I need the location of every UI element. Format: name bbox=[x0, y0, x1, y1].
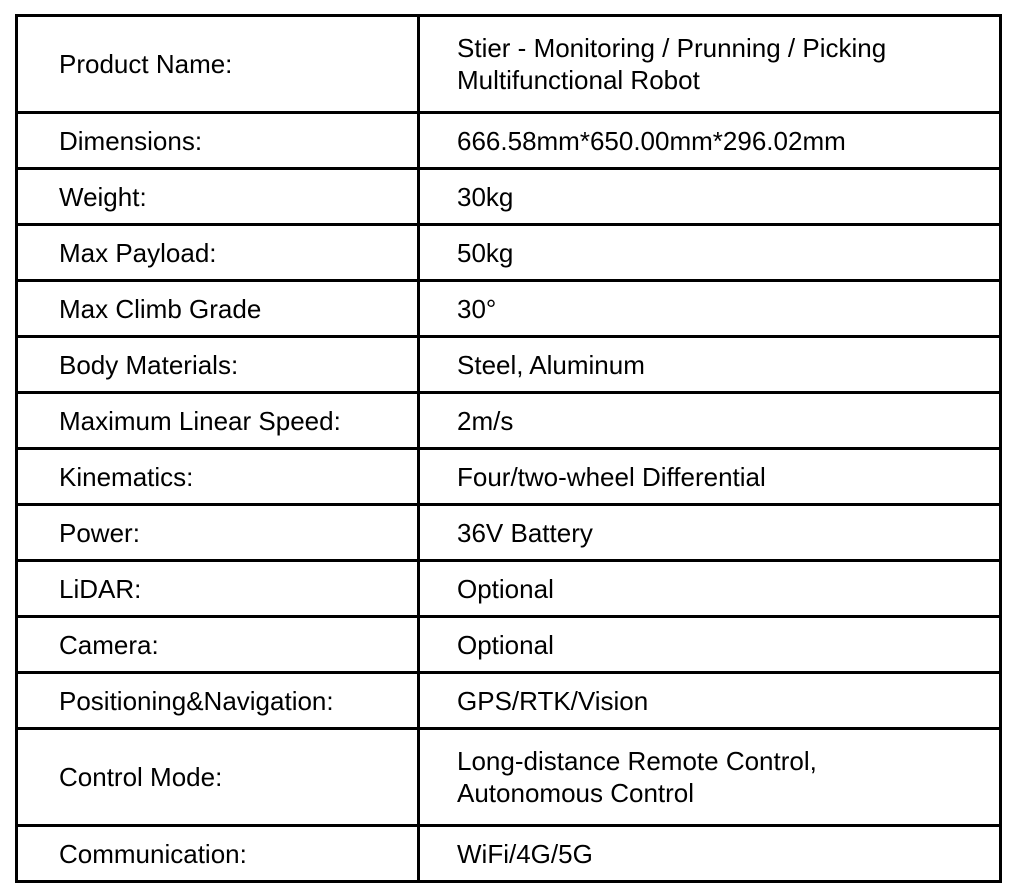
spec-value-power: 36V Battery bbox=[417, 503, 1002, 562]
spec-value-kinematics: Four/two-wheel Differential bbox=[417, 447, 1002, 506]
spec-value-control-mode: Long-distance Remote Control, Autonomous… bbox=[417, 727, 1002, 827]
spec-label-power: Power: bbox=[15, 503, 420, 562]
spec-label-kinematics: Kinematics: bbox=[15, 447, 420, 506]
spec-value-body-materials: Steel, Aluminum bbox=[417, 335, 1002, 394]
spec-value-lidar: Optional bbox=[417, 559, 1002, 618]
row-power: Power: 36V Battery bbox=[15, 503, 1002, 562]
spec-value-max-payload: 50kg bbox=[417, 223, 1002, 282]
row-weight: Weight: 30kg bbox=[15, 167, 1002, 226]
spec-value-communication: WiFi/4G/5G bbox=[417, 824, 1002, 883]
spec-label-max-climb-grade: Max Climb Grade bbox=[15, 279, 420, 338]
spec-label-dimensions: Dimensions: bbox=[15, 111, 420, 170]
row-body-materials: Body Materials: Steel, Aluminum bbox=[15, 335, 1002, 394]
row-control-mode: Control Mode: Long-distance Remote Contr… bbox=[15, 727, 1002, 827]
spec-label-camera: Camera: bbox=[15, 615, 420, 674]
spec-label-maximum-linear-speed: Maximum Linear Speed: bbox=[15, 391, 420, 450]
row-product-name: Product Name: Stier - Monitoring / Prunn… bbox=[15, 14, 1002, 114]
spec-label-lidar: LiDAR: bbox=[15, 559, 420, 618]
row-positioning-navigation: Positioning&Navigation: GPS/RTK/Vision bbox=[15, 671, 1002, 730]
spec-value-dimensions: 666.58mm*650.00mm*296.02mm bbox=[417, 111, 1002, 170]
row-dimensions: Dimensions: 666.58mm*650.00mm*296.02mm bbox=[15, 111, 1002, 170]
spec-label-body-materials: Body Materials: bbox=[15, 335, 420, 394]
row-kinematics: Kinematics: Four/two-wheel Differential bbox=[15, 447, 1002, 506]
spec-label-max-payload: Max Payload: bbox=[15, 223, 420, 282]
spec-label-weight: Weight: bbox=[15, 167, 420, 226]
spec-label-positioning-navigation: Positioning&Navigation: bbox=[15, 671, 420, 730]
spec-label-product-name: Product Name: bbox=[15, 14, 420, 114]
spec-table-body: Product Name: Stier - Monitoring / Prunn… bbox=[15, 14, 1002, 883]
spec-value-positioning-navigation: GPS/RTK/Vision bbox=[417, 671, 1002, 730]
row-maximum-linear-speed: Maximum Linear Speed: 2m/s bbox=[15, 391, 1002, 450]
row-max-climb-grade: Max Climb Grade 30° bbox=[15, 279, 1002, 338]
product-spec-table: Product Name: Stier - Monitoring / Prunn… bbox=[15, 14, 1002, 883]
row-camera: Camera: Optional bbox=[15, 615, 1002, 674]
row-communication: Communication: WiFi/4G/5G bbox=[15, 824, 1002, 883]
row-lidar: LiDAR: Optional bbox=[15, 559, 1002, 618]
spec-label-communication: Communication: bbox=[15, 824, 420, 883]
spec-value-weight: 30kg bbox=[417, 167, 1002, 226]
spec-label-control-mode: Control Mode: bbox=[15, 727, 420, 827]
spec-value-maximum-linear-speed: 2m/s bbox=[417, 391, 1002, 450]
spec-value-camera: Optional bbox=[417, 615, 1002, 674]
spec-value-product-name: Stier - Monitoring / Prunning / Picking … bbox=[417, 14, 1002, 114]
spec-value-max-climb-grade: 30° bbox=[417, 279, 1002, 338]
row-max-payload: Max Payload: 50kg bbox=[15, 223, 1002, 282]
